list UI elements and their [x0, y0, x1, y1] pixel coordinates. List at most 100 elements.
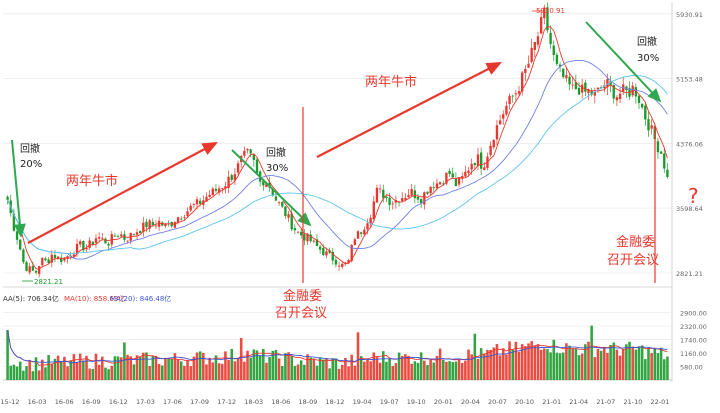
volume-bar: [255, 350, 259, 380]
volume-bar: [145, 352, 148, 380]
candle-body: [353, 239, 357, 245]
volume-bar: [483, 353, 486, 380]
date-tick-label: 21-07: [596, 398, 615, 406]
date-tick-label: 17-09: [190, 398, 209, 406]
volume-bar: [25, 366, 28, 380]
candle-body: [473, 163, 477, 165]
volume-bar: [22, 370, 25, 380]
volume-bar: [94, 353, 98, 380]
volume-bar: [625, 344, 628, 380]
candle-body: [505, 105, 508, 115]
candle-body: [82, 241, 85, 251]
candle-body: [12, 213, 16, 231]
candle-body: [249, 149, 252, 154]
volume-bar: [479, 348, 483, 380]
volume-bar: [372, 352, 376, 380]
candle-body: [656, 141, 660, 153]
volume-bar: [306, 354, 309, 380]
candle-body: [34, 270, 38, 273]
volume-bar: [28, 359, 31, 380]
candle-body: [543, 7, 546, 19]
volume-bar: [410, 363, 413, 380]
candle-body: [476, 154, 480, 166]
candle-body: [66, 256, 69, 259]
annotation-fsdc-2-line2: 召开会议: [607, 253, 659, 268]
volume-bar: [596, 348, 600, 380]
volume-bar: [530, 341, 533, 380]
candle-body: [236, 163, 240, 173]
volume-bar: [517, 351, 521, 380]
volume-bar: [53, 358, 57, 380]
volume-bar: [388, 358, 391, 380]
candle-body: [530, 47, 533, 62]
candle-body: [63, 258, 66, 261]
candle-body: [19, 239, 22, 250]
volume-bar: [511, 349, 514, 380]
volume-bar: [584, 344, 587, 380]
volume-legend-ma20: MA(20): 846.48亿: [110, 294, 171, 303]
annotation-drawdown-2-value: 30%: [266, 163, 288, 174]
price-tick-label: 4376.06: [676, 140, 703, 148]
volume-bar: [416, 362, 420, 380]
candle-body: [274, 196, 278, 201]
volume-bar: [533, 345, 537, 380]
candle-body: [650, 125, 653, 129]
candle-body: [521, 72, 524, 92]
candle-body: [123, 234, 126, 240]
volume-bar: [359, 356, 363, 380]
volume-bar: [344, 357, 347, 380]
volume-bar: [113, 356, 117, 380]
candle-body: [517, 91, 521, 94]
candle-body: [385, 196, 388, 199]
candle-body: [407, 194, 410, 198]
volume-bar: [236, 358, 240, 380]
bull-arrow-2: [316, 61, 502, 158]
volume-bar: [230, 348, 234, 380]
volume-bar: [375, 356, 379, 380]
candle-body: [382, 189, 385, 199]
candle-body: [640, 103, 644, 108]
annotation-bull-1: 两年牛市: [66, 173, 118, 189]
volume-bar: [549, 352, 552, 380]
candle-body: [262, 181, 265, 186]
candle-body: [192, 204, 196, 205]
candle-body: [637, 95, 641, 103]
drawdown-arrow-3: [585, 21, 662, 103]
candle-body: [142, 222, 145, 232]
candle-body: [568, 76, 571, 85]
min-point-label: 2821.21: [34, 278, 63, 286]
volume-bar: [501, 348, 505, 380]
volume-bar: [44, 367, 47, 380]
candle-body: [230, 175, 233, 180]
annotation-drawdown-1-label: 回撤: [20, 142, 40, 155]
annotation-drawdown-3-value: 30%: [637, 53, 659, 64]
candle-body: [233, 174, 237, 181]
volume-bar: [208, 357, 211, 380]
candle-body: [483, 167, 486, 171]
volume-bar: [587, 341, 590, 380]
volume-bar: [400, 355, 404, 380]
candle-body: [581, 84, 584, 93]
date-tick-label: 19-07: [380, 398, 399, 406]
candle-body: [536, 36, 540, 45]
volume-bar: [132, 364, 136, 380]
candle-body: [186, 211, 189, 216]
candle-body: [562, 68, 565, 78]
volume-bar: [246, 350, 249, 380]
date-tick-label: 17-12: [217, 398, 236, 406]
drawdown-arrow-2: [231, 149, 312, 227]
candle-body: [615, 97, 619, 101]
volume-bar: [543, 348, 546, 380]
volume-bar: [41, 359, 44, 380]
volume-bar: [252, 349, 256, 380]
volume-bar: [104, 367, 107, 380]
date-tick-label: 16-09: [82, 398, 101, 406]
volume-bar: [315, 365, 319, 380]
candle-body: [132, 234, 136, 235]
moving-average-lines: [7, 26, 668, 270]
candle-body: [328, 250, 331, 253]
ma-line: [7, 26, 668, 270]
candle-body: [246, 148, 249, 151]
candlestick-series: [6, 2, 669, 278]
volume-bar: [527, 343, 530, 380]
